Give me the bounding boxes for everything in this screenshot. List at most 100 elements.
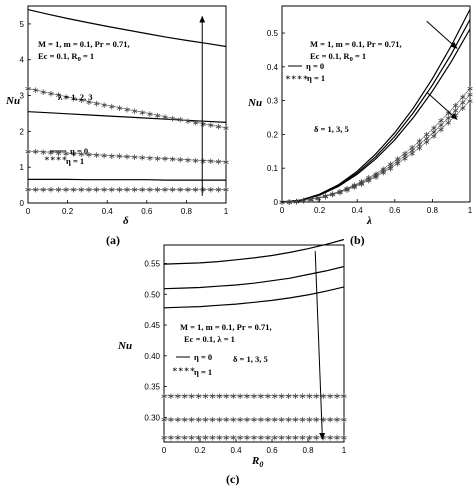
series-star-marker: ∗ — [408, 150, 416, 160]
series-star-marker: ∗ — [243, 392, 251, 402]
series-star-marker: ∗ — [466, 85, 474, 95]
series-star-marker: ∗ — [437, 117, 445, 127]
series-star-marker: ∗ — [174, 415, 182, 425]
series-star-marker: ∗ — [209, 415, 217, 425]
series-star-marker: ∗ — [387, 164, 395, 174]
series-star-marker: ∗ — [222, 186, 230, 196]
series-star-marker: ∗ — [181, 415, 189, 425]
x-tick-label: 0.6 — [141, 207, 153, 216]
series-star-marker: ∗ — [78, 96, 86, 106]
series-star-marker: ∗ — [278, 198, 286, 208]
series-star-marker: ∗ — [188, 433, 196, 443]
series-star-marker: ∗ — [93, 186, 101, 196]
legend-starred-label: η = 1 — [66, 156, 84, 166]
series-star-marker: ∗ — [100, 186, 108, 196]
series-star-marker: ∗ — [271, 392, 279, 402]
series-star-marker: ∗ — [459, 99, 467, 109]
series-star-marker: ∗ — [300, 197, 308, 207]
y-tick-label: 0.50 — [144, 290, 160, 299]
series-star-marker: ∗ — [209, 433, 217, 443]
legend-starred-swatch: ∗∗∗∗ — [172, 364, 196, 374]
series-star-marker: ∗ — [62, 149, 70, 159]
x-tick-label: 0.2 — [62, 207, 74, 216]
x-tick-label: 0 — [26, 207, 31, 216]
series-star-marker: ∗ — [236, 392, 244, 402]
series-star-marker: ∗ — [408, 144, 416, 154]
series-star-marker: ∗ — [161, 186, 169, 196]
panel-label-a: (a) — [106, 233, 120, 247]
series-star-marker: ∗ — [379, 165, 387, 175]
series-star-marker: ∗ — [70, 95, 78, 105]
series-star-marker: ∗ — [340, 415, 348, 425]
series-star-marker: ∗ — [161, 113, 169, 123]
series-star-marker: ∗ — [216, 415, 224, 425]
series-star-marker: ∗ — [285, 198, 293, 208]
series-star-marker: ∗ — [215, 123, 223, 133]
series-star-marker: ∗ — [209, 392, 217, 402]
params-line-2: Ec = 0.1, λ = 1 — [184, 334, 235, 344]
series-star-marker: ∗ — [264, 433, 272, 443]
series-star-marker: ∗ — [202, 392, 210, 402]
series-star-marker: ∗ — [340, 392, 348, 402]
series-star-marker: ∗ — [466, 91, 474, 101]
y-tick-label: 0 — [20, 199, 25, 208]
series-star-marker: ∗ — [85, 98, 93, 108]
series-star-marker: ∗ — [459, 104, 467, 114]
series-star-marker: ∗ — [62, 93, 70, 103]
varying-parameter-label: δ = 1, 3, 5 — [233, 354, 268, 364]
series-star-marker: ∗ — [314, 194, 322, 204]
series-star-marker: ∗ — [299, 433, 307, 443]
series-star-marker: ∗ — [264, 415, 272, 425]
y-tick-label: 0.1 — [267, 164, 279, 173]
series-star-marker: ∗ — [123, 105, 131, 115]
series-star-marker: ∗ — [387, 162, 395, 172]
y-tick-label: 0.40 — [144, 352, 160, 361]
x-tick-label: 0 — [280, 206, 285, 215]
series-star-marker: ∗ — [39, 88, 47, 98]
series-star-marker: ∗ — [138, 186, 146, 196]
series-star-marker: ∗ — [430, 132, 438, 142]
y-tick-label: 0 — [274, 198, 279, 207]
series-star-marker: ∗ — [401, 149, 409, 159]
series-star-marker: ∗ — [306, 433, 314, 443]
series-star-marker: ∗ — [55, 91, 63, 101]
series-star-marker: ∗ — [93, 99, 101, 109]
series-star-marker: ∗ — [307, 195, 315, 205]
y-tick-label: 0.35 — [144, 383, 160, 392]
series-star-marker: ∗ — [195, 415, 203, 425]
series-star-marker: ∗ — [292, 433, 300, 443]
legend-starred-swatch: ∗∗∗∗ — [285, 72, 309, 82]
series-star-marker: ∗ — [408, 147, 416, 157]
series-line-starred — [281, 94, 471, 203]
series-star-marker: ∗ — [437, 125, 445, 135]
series-star-marker: ∗ — [167, 415, 175, 425]
series-star-marker: ∗ — [70, 186, 78, 196]
series-star-marker: ∗ — [243, 433, 251, 443]
x-tick-label: 0.6 — [389, 206, 401, 215]
series-star-marker: ∗ — [333, 415, 341, 425]
y-tick-label: 1 — [20, 163, 25, 172]
series-star-marker: ∗ — [333, 433, 341, 443]
series-star-marker: ∗ — [85, 186, 93, 196]
series-star-marker: ∗ — [177, 186, 185, 196]
series-star-marker: ∗ — [215, 158, 223, 168]
series-star-marker: ∗ — [300, 197, 308, 207]
series-star-marker: ∗ — [437, 121, 445, 131]
series-star-marker: ∗ — [167, 392, 175, 402]
series-star-marker: ∗ — [340, 433, 348, 443]
trend-arrow — [426, 91, 458, 120]
series-star-marker: ∗ — [379, 169, 387, 179]
x-tick-label: 1 — [224, 207, 229, 216]
series-star-marker: ∗ — [188, 392, 196, 402]
series-star-marker: ∗ — [207, 186, 215, 196]
series-star-marker: ∗ — [181, 433, 189, 443]
series-star-marker: ∗ — [174, 392, 182, 402]
series-star-marker: ∗ — [445, 119, 453, 129]
series-star-marker: ∗ — [146, 186, 154, 196]
series-star-marker: ∗ — [250, 433, 258, 443]
series-star-marker: ∗ — [278, 198, 286, 208]
series-line-solid — [163, 265, 345, 290]
series-star-marker: ∗ — [423, 138, 431, 148]
y-tick-label: 3 — [20, 92, 25, 101]
